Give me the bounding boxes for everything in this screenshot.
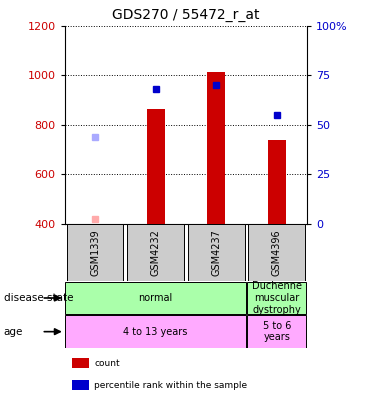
Bar [65,282,246,314]
Bar [188,224,245,281]
Bar [127,224,184,281]
Text: GSM1339: GSM1339 [90,229,100,276]
Text: age: age [4,327,23,337]
Text: 5 to 6
years: 5 to 6 years [263,321,291,343]
Bar [207,72,225,224]
Text: GSM4237: GSM4237 [211,229,221,276]
Text: count: count [94,359,120,368]
Text: disease state: disease state [4,293,73,303]
Bar [247,316,306,348]
Bar [65,316,246,348]
Text: 4 to 13 years: 4 to 13 years [124,327,188,337]
Text: GSM4396: GSM4396 [272,229,282,276]
Bar [147,109,165,224]
Bar [248,224,305,281]
Bar [67,224,124,281]
Text: Duchenne
muscular
dystrophy: Duchenne muscular dystrophy [252,282,302,314]
Text: GSM4232: GSM4232 [151,229,161,276]
Bar [247,282,306,314]
Bar [268,139,286,224]
Text: normal: normal [138,293,173,303]
Text: percentile rank within the sample: percentile rank within the sample [94,381,248,390]
Title: GDS270 / 55472_r_at: GDS270 / 55472_r_at [112,8,260,22]
